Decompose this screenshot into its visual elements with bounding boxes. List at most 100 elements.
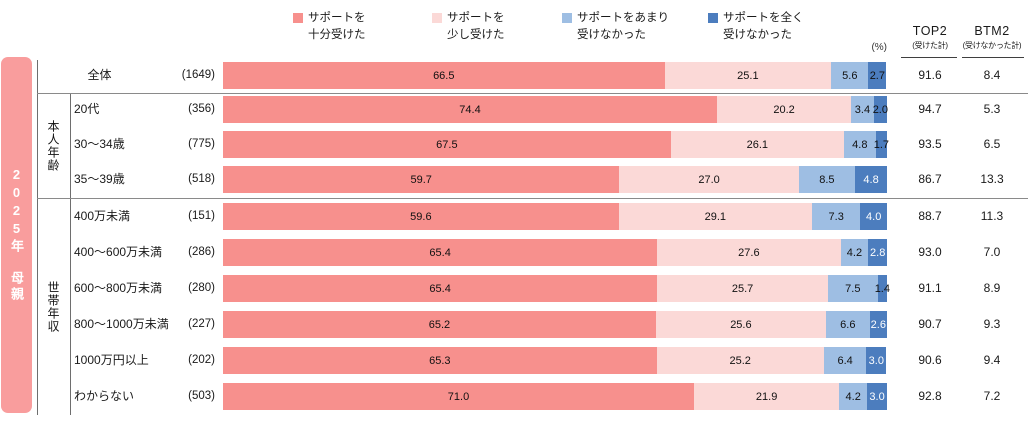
stacked-bar: 59.7 27.0 8.5 4.8: [223, 166, 887, 193]
bar-segment-3: 7.3: [811, 203, 861, 230]
bar-segment-1: 65.4: [223, 275, 658, 302]
segment-value-label: 2.8: [870, 246, 886, 259]
segment-value-label: 4.8: [852, 138, 868, 151]
legend-label: サポートを 十分受けた: [308, 12, 366, 41]
legend-swatch-icon: [708, 13, 718, 23]
top2-value: 93.5: [918, 137, 942, 151]
segment-value-label: 4.0: [866, 210, 882, 223]
segment-value-label: 7.5: [845, 282, 861, 295]
legend-label: サポートを 少し受けた: [447, 12, 505, 41]
stacked-bar: 65.4 25.7 7.5 1.4: [223, 275, 890, 302]
segment-value-label: 3.0: [869, 390, 885, 403]
sample-size: (151): [188, 210, 215, 222]
top2-value: 88.7: [918, 209, 942, 223]
table-left-border: [37, 60, 38, 415]
bar-segment-3: 4.2: [839, 383, 868, 410]
bar-segment-1: 66.5: [223, 62, 665, 89]
top2-value: 94.7: [918, 102, 942, 116]
segment-value-label: 25.1: [737, 69, 759, 82]
segment-value-label: 65.4: [429, 246, 451, 259]
bar-segment-2: 27.0: [619, 166, 799, 193]
sample-size: (356): [188, 103, 215, 115]
segment-value-label: 67.5: [436, 138, 458, 151]
bar-segment-3: 7.5: [827, 275, 878, 302]
sample-size: (775): [188, 138, 215, 150]
bar-segment-4: 2.6: [869, 311, 887, 338]
btm2-value: 5.3: [983, 102, 1001, 116]
category-label: 全体: [87, 68, 112, 82]
segment-value-label: 27.6: [738, 246, 760, 259]
segment-value-label: 65.4: [429, 282, 451, 295]
sample-size: (518): [188, 173, 215, 185]
top2-subtitle: (受けた計): [912, 41, 948, 50]
segment-value-label: 25.7: [731, 282, 754, 295]
top2-value: 90.7: [918, 317, 942, 331]
btm2-subtitle: (受けなかった計): [962, 41, 1022, 50]
bar-segment-1: 74.4: [223, 96, 718, 123]
segment-value-label: 65.2: [428, 318, 451, 331]
segment-value-label: 66.5: [433, 69, 455, 82]
segment-value-label: 8.5: [819, 173, 835, 186]
bar-segment-3: 3.4: [851, 96, 874, 123]
segment-value-label: 4.8: [863, 173, 879, 186]
bar-segment-1: 65.2: [223, 311, 656, 338]
bar-segment-2: 27.6: [657, 239, 841, 266]
segment-value-label: 4.2: [846, 246, 863, 259]
bar-segment-4: 2.7: [868, 62, 887, 89]
top2-value: 92.8: [918, 389, 942, 403]
bar-segment-2: 20.2: [717, 96, 852, 123]
segment-value-label: 27.0: [698, 173, 720, 186]
segment-value-label: 26.1: [746, 138, 769, 151]
segment-value-label: 6.6: [840, 318, 856, 331]
sample-size: (503): [188, 390, 215, 402]
btm2-title: BTM2: [974, 24, 1010, 38]
segment-value-label: 65.3: [429, 354, 451, 367]
bar-segment-1: 59.7: [223, 166, 620, 193]
legend-item-4: サポートを全く 受けなかった: [708, 10, 804, 44]
segment-value-label: 6.4: [837, 354, 853, 367]
bar-segment-4: 4.8: [855, 166, 887, 193]
sample-size: (227): [188, 318, 215, 330]
divider-after-age-group: [37, 198, 1028, 199]
bar-segment-4: 1.7: [873, 131, 890, 158]
btm2-value: 13.3: [980, 172, 1004, 186]
stacked-bar: 65.3 25.2 6.4 3.0: [223, 347, 887, 374]
segment-value-label: 7.3: [828, 210, 844, 223]
bar-segment-1: 67.5: [223, 131, 671, 158]
segment-value-label: 2.0: [872, 103, 888, 116]
bar-segment-3: 4.2: [840, 239, 869, 266]
bar-segment-2: 25.1: [664, 62, 832, 89]
sample-size: (280): [188, 282, 215, 294]
bar-segment-2: 21.9: [694, 383, 840, 410]
btm2-value: 6.5: [983, 137, 1001, 151]
category-label: 400〜600万未満: [74, 245, 163, 259]
percent-unit-label: (%): [871, 42, 887, 53]
stacked-bar: 65.2 25.6 6.6 2.6: [223, 311, 887, 338]
segment-value-label: 59.7: [410, 173, 432, 186]
stacked-bar: 71.0 21.9 4.2 3.0: [223, 383, 887, 410]
btm2-value: 9.4: [983, 353, 1001, 367]
bar-segment-2: 29.1: [618, 203, 812, 230]
category-label: 35〜39歳: [74, 172, 125, 186]
top2-value: 86.7: [918, 172, 942, 186]
bar-segment-1: 59.6: [223, 203, 619, 230]
bar-segment-4: 3.0: [866, 347, 887, 374]
stacked-bar: 67.5 26.1 4.8 1.7: [223, 131, 890, 158]
bar-segment-3: 6.4: [823, 347, 867, 374]
top2-underline: [901, 57, 957, 58]
bar-segment-2: 25.7: [657, 275, 828, 302]
divider-after-total: [37, 93, 1028, 94]
bar-segment-2: 26.1: [670, 131, 844, 158]
legend-item-2: サポートを 少し受けた: [432, 10, 505, 44]
segment-value-label: 1.7: [873, 138, 890, 151]
btm2-header: BTM2 (受けなかった計): [960, 24, 1024, 51]
bar-segment-4: 2.0: [872, 96, 888, 123]
segment-value-label: 29.1: [704, 210, 727, 223]
bar-segment-3: 8.5: [798, 166, 856, 193]
group-label-age: 本人年齢: [46, 119, 60, 172]
bar-segment-2: 25.2: [656, 347, 824, 374]
bar-segment-1: 65.3: [223, 347, 657, 374]
btm2-value: 7.2: [983, 389, 1001, 403]
top2-header: TOP2 (受けた計): [898, 24, 962, 51]
